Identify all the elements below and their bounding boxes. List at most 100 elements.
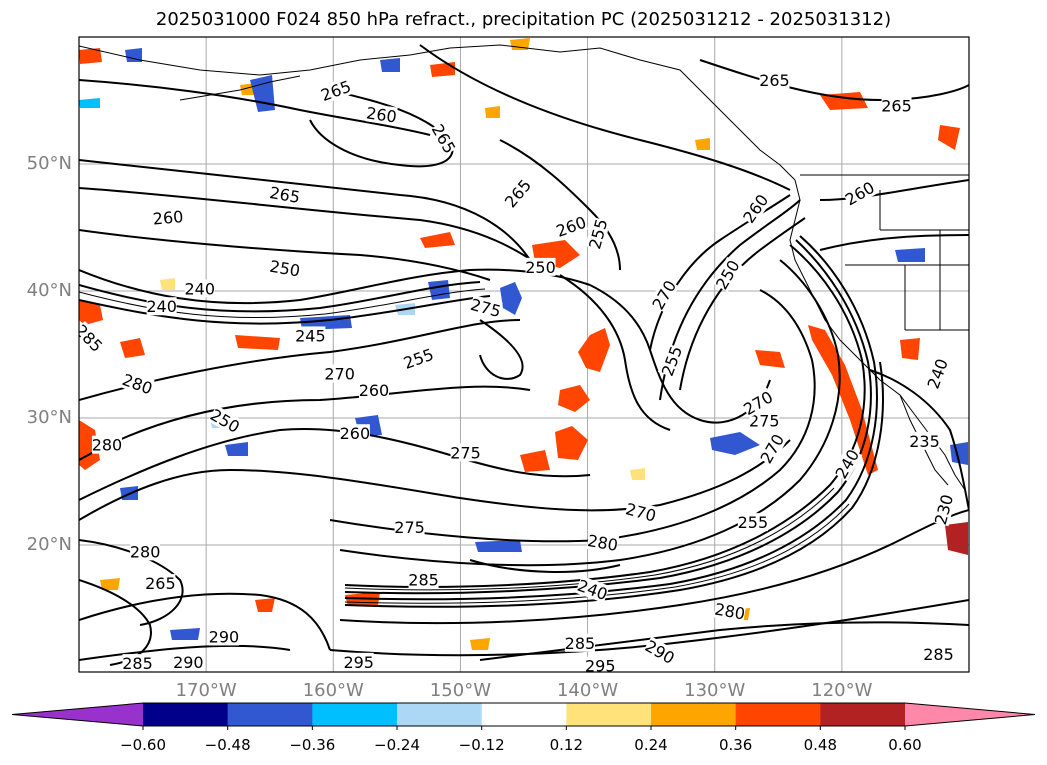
coastlines xyxy=(79,44,969,491)
precip-patch xyxy=(808,325,878,475)
precip-patch xyxy=(79,98,100,108)
contour-label-bg xyxy=(909,431,940,450)
contour-line xyxy=(79,592,331,651)
contour-label-bg xyxy=(365,103,398,126)
precip-patch xyxy=(125,48,142,62)
contour-line xyxy=(79,439,791,521)
contour-line xyxy=(344,235,878,601)
contour-label: 285 xyxy=(122,654,153,673)
contour-label-bg xyxy=(120,370,155,398)
precip-patch xyxy=(120,338,145,358)
coastline-alaska xyxy=(79,44,796,181)
contour-line xyxy=(329,599,969,657)
precip-patch xyxy=(170,628,200,640)
contour-line xyxy=(479,621,969,661)
colorbar-segment xyxy=(397,703,483,726)
colorbar-tick-label: −0.60 xyxy=(120,736,166,754)
contour-label-bg xyxy=(501,175,535,211)
colorbar xyxy=(11,702,1036,730)
contour-label-bg xyxy=(268,256,302,280)
precip-patch xyxy=(255,598,275,612)
contour-label-bg xyxy=(930,492,957,527)
lat-tick-label: 20°N xyxy=(26,534,72,555)
contour-label-bg xyxy=(585,656,616,672)
map-title: 2025031000 F024 850 hPa refract., precip… xyxy=(155,9,892,30)
contour-line xyxy=(79,187,546,271)
precip-patch xyxy=(895,248,925,262)
colorbar-segment xyxy=(312,703,398,726)
colorbar-tick-label: 0.12 xyxy=(549,736,584,754)
colorbar-tick-label: −0.36 xyxy=(289,736,336,754)
contour-label-bg xyxy=(318,76,354,104)
lon-tick-label: 130°W xyxy=(684,680,746,701)
precip-patch xyxy=(225,442,248,456)
contour-label: 260 xyxy=(340,424,371,443)
precip-patch xyxy=(79,300,103,325)
contour-line xyxy=(79,385,531,461)
contour-label-bg xyxy=(642,636,678,667)
contour-label-bg xyxy=(208,627,239,646)
contour-label-bg xyxy=(358,381,389,400)
contour-label: 285 xyxy=(923,645,954,664)
contour-label-bg xyxy=(585,217,611,251)
contour-line xyxy=(499,139,621,271)
contour-label-bg xyxy=(756,430,788,466)
contour-line xyxy=(79,281,481,313)
contour-label-bg xyxy=(339,424,370,443)
precip-patch xyxy=(695,138,710,150)
contour-line xyxy=(699,59,969,102)
map-frame xyxy=(78,36,970,673)
contour-label: 270 xyxy=(324,365,355,384)
contour-label-bg xyxy=(881,96,912,115)
contour-line xyxy=(309,89,454,168)
coastline-baja xyxy=(899,394,949,486)
colorbar-tick-label: 0.60 xyxy=(888,736,922,754)
contour-line xyxy=(79,539,184,626)
precip-patch xyxy=(938,125,960,150)
contour-line xyxy=(469,559,621,573)
contour-label-bg xyxy=(207,405,243,436)
precip-patch xyxy=(945,522,968,555)
contour-line xyxy=(79,644,291,661)
lon-tick-label: 160°W xyxy=(302,680,364,701)
contour-label: 260 xyxy=(152,207,184,229)
contour-line xyxy=(344,503,850,604)
precip-patch xyxy=(235,335,280,350)
contour-label: 240 xyxy=(146,297,177,316)
precip-patch xyxy=(520,450,550,472)
lon-tick-label: 150°W xyxy=(429,680,491,701)
precip-patch xyxy=(380,58,400,72)
contour-line xyxy=(479,319,524,380)
contour-label: 280 xyxy=(92,436,123,455)
contour-label-bg xyxy=(739,191,772,226)
contour-label: 290 xyxy=(209,627,240,646)
colorbar-extend-high xyxy=(905,703,1035,726)
contour-line xyxy=(79,79,431,136)
contour-label-bg xyxy=(553,212,589,240)
contour-line xyxy=(679,217,806,391)
contour-label: 265 xyxy=(759,71,790,90)
contour-line xyxy=(339,509,969,625)
contour-label-bg xyxy=(268,183,302,206)
contour-label-bg xyxy=(152,207,184,228)
contour-label: 285 xyxy=(565,634,596,653)
colorbar-tick-label: −0.48 xyxy=(204,736,251,754)
precip-patch xyxy=(630,468,645,480)
contour-line xyxy=(344,239,872,595)
precip-patch xyxy=(500,282,522,315)
colorbar-segment xyxy=(227,703,313,726)
contour-line xyxy=(344,487,835,591)
precip-patch xyxy=(420,232,455,248)
colorbar-extend-low xyxy=(12,703,143,726)
contour-label-bg xyxy=(657,343,686,379)
precip-patch xyxy=(475,540,522,552)
colorbar-segment xyxy=(566,703,652,726)
contour-label-bg xyxy=(842,177,878,209)
colorbar-tick-label: −0.12 xyxy=(458,736,505,754)
contour-label: 280 xyxy=(130,542,161,561)
colorbar-segment xyxy=(735,703,821,726)
contour-label-bg xyxy=(712,256,743,292)
contour-label-bg xyxy=(173,652,204,671)
precip-patch xyxy=(100,578,120,590)
